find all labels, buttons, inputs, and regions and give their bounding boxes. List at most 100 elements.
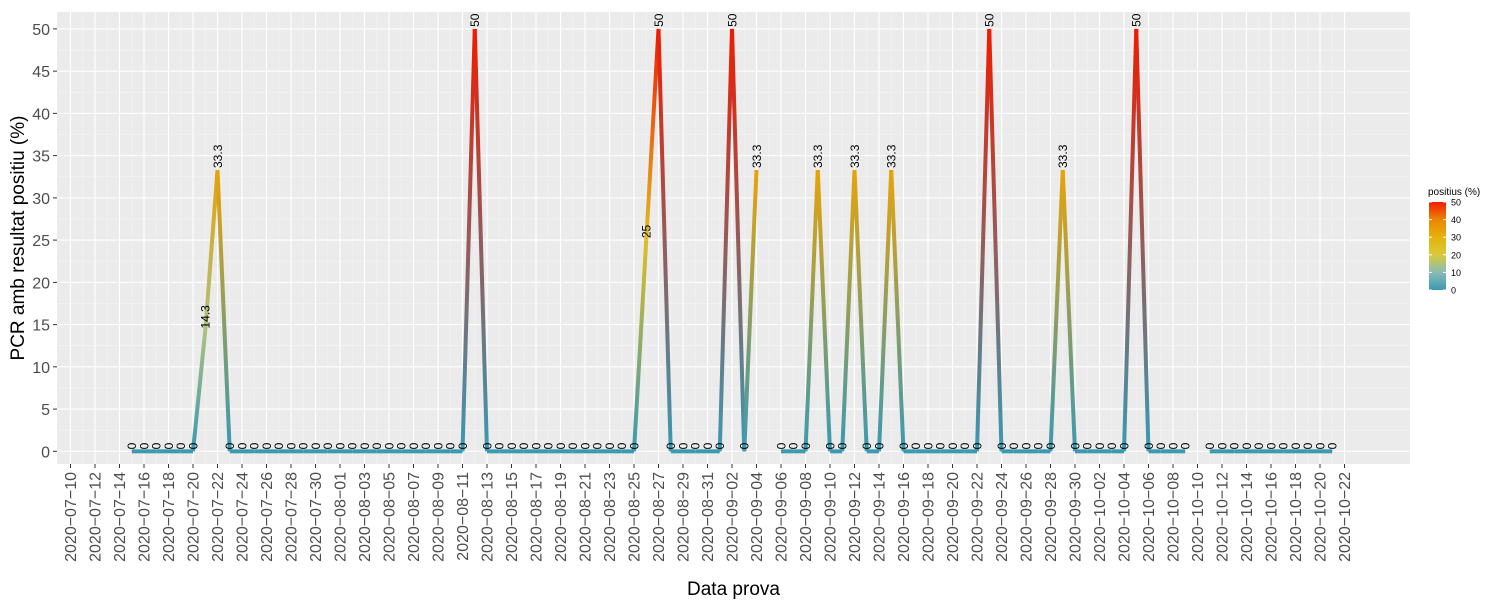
data-label: 0 <box>1314 442 1328 449</box>
line-segment <box>852 169 869 452</box>
data-label: 33.3 <box>1056 144 1070 168</box>
x-tick-label: 2020−09−14 <box>872 472 889 562</box>
legend-title: positius (%) <box>1428 187 1480 198</box>
data-label: 0 <box>138 442 152 449</box>
line-segment <box>644 28 661 241</box>
data-label: 0 <box>934 442 948 449</box>
x-tick-label: 2020−08−17 <box>529 472 546 562</box>
data-label: 0 <box>1265 442 1279 449</box>
data-label: 0 <box>1252 442 1266 449</box>
data-label: 0 <box>615 442 629 449</box>
data-label: 0 <box>297 442 311 449</box>
x-tick-label: 2020−09−16 <box>896 472 913 562</box>
data-label: 0 <box>542 442 556 449</box>
line-segment <box>1122 28 1139 452</box>
x-tick-label: 2020−07−12 <box>88 472 105 562</box>
data-label: 0 <box>481 442 495 449</box>
data-label: 0 <box>922 442 936 449</box>
y-tick-label: 50 <box>32 22 50 39</box>
data-label: 33.3 <box>885 144 899 168</box>
line-segment <box>191 330 208 452</box>
data-label: 0 <box>419 442 433 449</box>
x-tick-label: 2020−10−18 <box>1288 472 1305 562</box>
y-axis: 0 5 10 15 20 25 30 35 40 45 50 <box>32 22 57 461</box>
legend: positius (%) 0 10 20 30 40 50 <box>1428 187 1480 296</box>
x-tick-label: 2020−09−26 <box>1019 472 1036 562</box>
line-segment <box>717 28 734 452</box>
data-label: 0 <box>1179 442 1193 449</box>
data-label: 0 <box>236 442 250 449</box>
y-tick-label: 45 <box>32 64 50 81</box>
data-label: 50 <box>468 13 482 27</box>
data-label: 0 <box>370 442 384 449</box>
data-label: 0 <box>836 442 850 449</box>
data-label: 0 <box>860 442 874 449</box>
data-label: 0 <box>248 442 262 449</box>
y-tick-label: 5 <box>41 402 50 419</box>
data-label: 0 <box>591 442 605 449</box>
legend-colorbar <box>1429 202 1446 290</box>
data-label: 0 <box>1216 442 1230 449</box>
y-tick-label: 15 <box>32 318 50 335</box>
x-tick-label: 2020−10−12 <box>1215 472 1232 562</box>
data-label: 0 <box>272 442 286 449</box>
line-segment <box>815 169 832 452</box>
data-label: 0 <box>1020 442 1034 449</box>
x-tick-label: 2020−10−14 <box>1239 472 1256 562</box>
data-label: 0 <box>517 442 531 449</box>
x-tick-label: 2020−10−02 <box>1092 472 1109 562</box>
data-label: 0 <box>1044 442 1058 449</box>
x-tick-label: 2020−07−20 <box>186 472 203 562</box>
data-label: 0 <box>909 442 923 449</box>
line-segment <box>460 28 477 452</box>
x-tick-label: 2020−10−04 <box>1117 472 1134 562</box>
data-label: 0 <box>432 442 446 449</box>
line-segment <box>730 28 747 452</box>
x-tick-label: 2020−07−30 <box>308 472 325 562</box>
x-tick-label: 2020−09−06 <box>774 472 791 562</box>
data-label: 0 <box>566 442 580 449</box>
data-label: 0 <box>554 442 568 449</box>
line-segment <box>203 169 220 331</box>
x-tick-label: 2020−07−24 <box>235 472 252 562</box>
y-tick-label: 35 <box>32 149 50 166</box>
data-label: 0 <box>1326 442 1340 449</box>
x-tick-label: 2020−08−29 <box>676 472 693 562</box>
x-tick-label: 2020−10−08 <box>1166 472 1183 562</box>
data-label: 0 <box>1142 442 1156 449</box>
data-label: 0 <box>1069 442 1083 449</box>
data-label: 0 <box>1228 442 1242 449</box>
data-label: 0 <box>346 442 360 449</box>
data-label: 0 <box>1093 442 1107 449</box>
x-tick-label: 2020−08−31 <box>700 472 717 562</box>
data-label: 33.3 <box>211 144 225 168</box>
data-label: 0 <box>285 442 299 449</box>
x-tick-label: 2020−09−24 <box>994 472 1011 562</box>
data-label: 14.3 <box>199 305 213 329</box>
data-label: 0 <box>334 442 348 449</box>
x-tick-label: 2020−10−16 <box>1264 472 1281 562</box>
data-label: 0 <box>174 442 188 449</box>
line-segment <box>889 169 906 452</box>
x-tick-label: 2020−08−05 <box>382 472 399 562</box>
y-tick-label: 30 <box>32 191 50 208</box>
data-label: 0 <box>223 442 237 449</box>
series-line <box>131 28 1333 454</box>
legend-tick-label: 10 <box>1451 268 1461 278</box>
data-label: 0 <box>787 442 801 449</box>
data-label: 0 <box>897 442 911 449</box>
data-label: 0 <box>125 442 139 449</box>
y-tick-label: 20 <box>32 275 50 292</box>
data-label: 0 <box>1167 442 1181 449</box>
data-label: 0 <box>162 442 176 449</box>
data-label: 0 <box>150 442 164 449</box>
legend-tick-label: 30 <box>1451 233 1461 243</box>
data-label: 0 <box>1277 442 1291 449</box>
y-tick-label: 10 <box>32 360 50 377</box>
line-segment <box>1060 169 1077 452</box>
data-label: 0 <box>444 442 458 449</box>
line-segment <box>803 169 820 452</box>
x-tick-label: 2020−09−12 <box>847 472 864 562</box>
x-tick-label: 2020−08−03 <box>357 472 374 562</box>
